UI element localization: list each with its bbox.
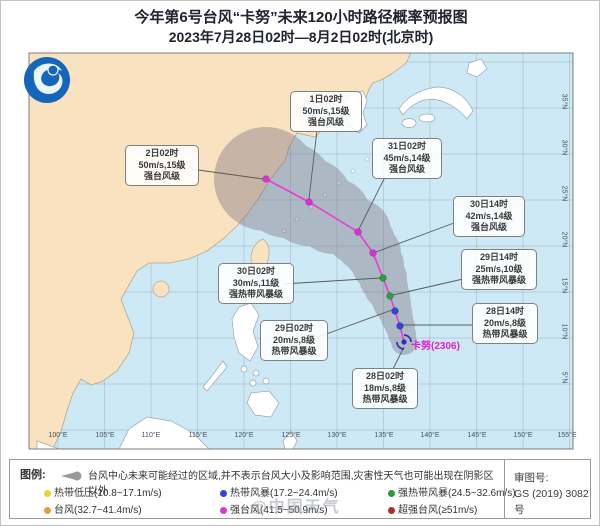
- legend-title: 图例:: [20, 469, 46, 481]
- japan: [398, 58, 488, 128]
- forecast-label-28d02: 28日02时 18m/s,8级 热带风暴级: [352, 368, 418, 409]
- forecast-label-31d02: 31日02时 45m/s,14级 强台风级: [372, 138, 442, 179]
- forecast-label-2d02: 2日02时 50m/s,15级 强台风级: [125, 145, 199, 186]
- point-31d02: [354, 228, 362, 236]
- legend-item-sty: 强台风(41.5~50.9m/s): [220, 501, 328, 516]
- lat-label: 10°N: [560, 323, 568, 340]
- map-border: [28, 52, 574, 450]
- lon-label: 130°E: [327, 432, 347, 439]
- lat-label: 15°N: [560, 277, 568, 294]
- lon-label: 115°E: [188, 432, 208, 439]
- lon-label: 100°E: [48, 432, 68, 439]
- point-29d02: [391, 307, 399, 315]
- point-30d14: [369, 249, 377, 257]
- point-30d02: [379, 274, 387, 282]
- map-review-number: 审图号: GS (2019) 3082号: [514, 472, 589, 516]
- sty-dot-icon: [220, 507, 227, 514]
- lon-label: 150°E: [513, 432, 533, 439]
- watermark: @中国天气: [251, 499, 341, 516]
- lon-label: 125°E: [281, 432, 301, 439]
- ty-dot-icon: [44, 507, 51, 514]
- storm-name-label: 卡努(2306): [411, 341, 460, 352]
- lat-label: 35°N: [560, 93, 568, 110]
- forecast-label-30d14: 30日14时 42m/s,14级 强台风级: [453, 196, 525, 237]
- hainan: [152, 280, 170, 298]
- lon-label: 110°E: [141, 432, 161, 439]
- lon-label: 145°E: [467, 432, 487, 439]
- page-subtitle: 2023年7月28日02时—8月2日02时(北京时): [168, 29, 434, 45]
- point-28d14: [396, 322, 404, 330]
- ts-dot-icon: [220, 490, 227, 497]
- legend-item-ts: 热带风暴(17.2~24.4m/s): [220, 484, 338, 499]
- point-1d02: [305, 198, 313, 206]
- lon-label: 105°E: [95, 432, 115, 439]
- page-title: 今年第6号台风“卡努”未来120小时路径概率预报图: [134, 9, 468, 26]
- point-29d14: [386, 292, 394, 300]
- legend-item-td: 热带低压(10.8~17.1m/s): [44, 484, 162, 499]
- southern-islands: [36, 416, 298, 449]
- legend-item-suty: 超强台风(≥51m/s): [388, 501, 477, 516]
- label-leader-lines: [190, 129, 474, 370]
- lon-label: 135°E: [374, 432, 394, 439]
- philippines: [202, 302, 280, 418]
- lat-label: 25°N: [560, 185, 568, 202]
- lon-label: 155°E: [557, 432, 577, 439]
- legend-divider: [504, 460, 505, 518]
- legend-item-ty: 台风(32.7~41.4m/s): [44, 501, 142, 516]
- sts-dot-icon: [388, 490, 395, 497]
- legend: 图例: 台风中心未来可能经过的区域,并不表示台风大小及影响范围,灾害性天气也可能…: [9, 459, 591, 519]
- forecast-label-28d14: 28日14时 20m/s,8级 热带风暴级: [472, 303, 538, 344]
- suty-dot-icon: [388, 507, 395, 514]
- legend-item-sts: 强热带风暴(24.5~32.6m/s): [388, 484, 516, 499]
- forecast-label-29d02: 29日02时 20m/s,8级 热带风暴级: [260, 320, 328, 361]
- lat-label: 20°N: [560, 231, 568, 248]
- cone-icon: [61, 471, 82, 481]
- lat-label: 30°N: [560, 139, 568, 156]
- china-mainland: [29, 53, 412, 449]
- cma-logo-icon: [24, 57, 70, 103]
- lon-label: 120°E: [234, 432, 254, 439]
- forecast-label-1d02: 1日02时 50m/s,15级 强台风级: [290, 91, 362, 132]
- forecast-label-30d02: 30日02时 30m/s,11级 强热带风暴级: [218, 263, 294, 304]
- td-dot-icon: [44, 490, 51, 497]
- point-2d02: [262, 175, 270, 183]
- typhoon-symbol: [396, 334, 412, 350]
- lat-label: 5°N: [560, 371, 568, 384]
- legend-cone-note: 台风中心未来可能经过的区域,并不表示台风大小及影响范围,灾害性天气也可能出现在阴…: [88, 471, 494, 497]
- forecast-label-29d14: 29日14时 25m/s,10级 强热带风暴级: [461, 249, 537, 290]
- track-points: [262, 175, 404, 330]
- lon-label: 140°E: [420, 432, 440, 439]
